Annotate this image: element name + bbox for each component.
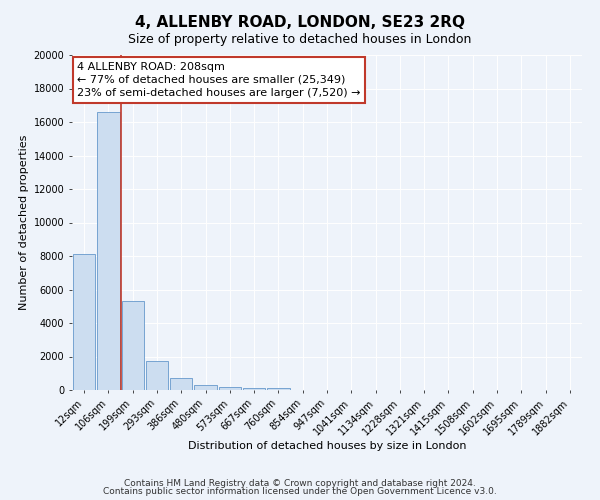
Bar (73, 254, 95, 390)
Bar (170, 378, 193, 390)
Bar (122, 301, 144, 390)
Text: Contains public sector information licensed under the Open Government Licence v3: Contains public sector information licen… (103, 487, 497, 496)
Text: 4, ALLENBY ROAD, LONDON, SE23 2RQ: 4, ALLENBY ROAD, LONDON, SE23 2RQ (135, 15, 465, 30)
Y-axis label: Number of detached properties: Number of detached properties (19, 135, 29, 310)
Bar (218, 386, 241, 390)
Text: Size of property relative to detached houses in London: Size of property relative to detached ho… (128, 32, 472, 46)
Bar (97, 112, 119, 390)
Bar (243, 388, 265, 390)
Bar (267, 388, 290, 390)
Bar (146, 360, 168, 390)
Text: 4 ALLENBY ROAD: 208sqm
← 77% of detached houses are smaller (25,349)
23% of semi: 4 ALLENBY ROAD: 208sqm ← 77% of detached… (77, 62, 361, 98)
X-axis label: Distribution of detached houses by size in London: Distribution of detached houses by size … (188, 441, 466, 451)
Bar (194, 385, 217, 390)
Text: Contains HM Land Registry data © Crown copyright and database right 2024.: Contains HM Land Registry data © Crown c… (124, 478, 476, 488)
